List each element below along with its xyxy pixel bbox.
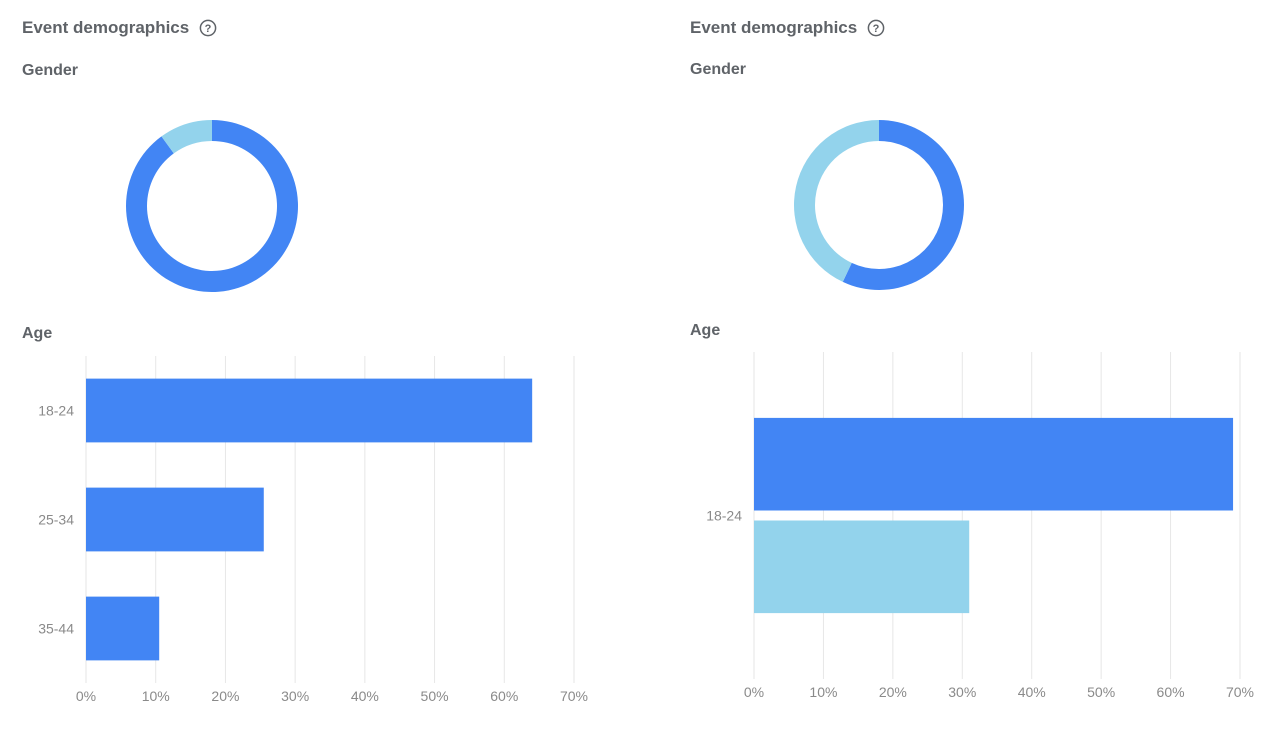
bar[interactable] [86, 378, 533, 443]
section-title: Event demographics ? [22, 18, 217, 38]
donut-slice[interactable] [794, 120, 879, 282]
gender-donut-chart [794, 120, 964, 290]
y-tick-label: 25-34 [38, 512, 74, 528]
y-tick-label: 35-44 [38, 621, 74, 637]
x-tick-label: 0% [76, 688, 96, 704]
bar[interactable] [754, 417, 1234, 511]
demographics-panel-left: Event demographics ? Gender Age 0% 10% 20%… [0, 0, 620, 751]
y-tick-label: 18-24 [706, 508, 742, 524]
x-tick-label: 70% [560, 688, 588, 704]
x-tick-label: 20% [211, 688, 239, 704]
section-title: Event demographics ? [690, 18, 885, 38]
x-tick-label: 50% [1087, 684, 1115, 700]
x-tick-label: 70% [1226, 684, 1254, 700]
age-label: Age [690, 322, 721, 339]
y-tick-label: 18-24 [38, 403, 74, 419]
x-tick-label: 60% [1157, 684, 1185, 700]
demographics-panel-right: Event demographics ? Gender Age 0% 10% 20%… [668, 0, 1280, 751]
age-bar-chart: 0% 10% 20% 30% 40% 50% 60% 70% 18-24 25-34 35-44 [38, 356, 588, 704]
donut-slice[interactable] [842, 120, 964, 290]
bar[interactable] [86, 487, 264, 552]
age-bar-chart: 0% 10% 20% 30% 40% 50% 60% 70% 18-24 [706, 352, 1254, 700]
x-tick-label: 0% [744, 684, 764, 700]
x-tick-label: 30% [281, 688, 309, 704]
x-tick-label: 30% [948, 684, 976, 700]
gender-label: Gender [22, 62, 79, 79]
help-circle-icon[interactable]: ? [199, 19, 217, 37]
help-circle-icon[interactable]: ? [867, 19, 885, 37]
x-tick-label: 60% [490, 688, 518, 704]
x-tick-label: 10% [809, 684, 837, 700]
x-tick-label: 40% [351, 688, 379, 704]
section-title-text: Event demographics [22, 18, 190, 37]
bar[interactable] [86, 596, 160, 661]
age-label: Age [22, 325, 53, 342]
x-tick-label: 20% [879, 684, 907, 700]
svg-text:?: ? [873, 23, 880, 35]
x-tick-label: 50% [421, 688, 449, 704]
x-tick-label: 10% [142, 688, 170, 704]
svg-text:?: ? [205, 23, 212, 35]
section-title-text: Event demographics [690, 18, 858, 37]
gender-donut-chart [126, 120, 298, 292]
donut-slice[interactable] [161, 120, 212, 154]
x-tick-label: 40% [1018, 684, 1046, 700]
gender-label: Gender [690, 61, 747, 78]
bar[interactable] [754, 520, 970, 614]
